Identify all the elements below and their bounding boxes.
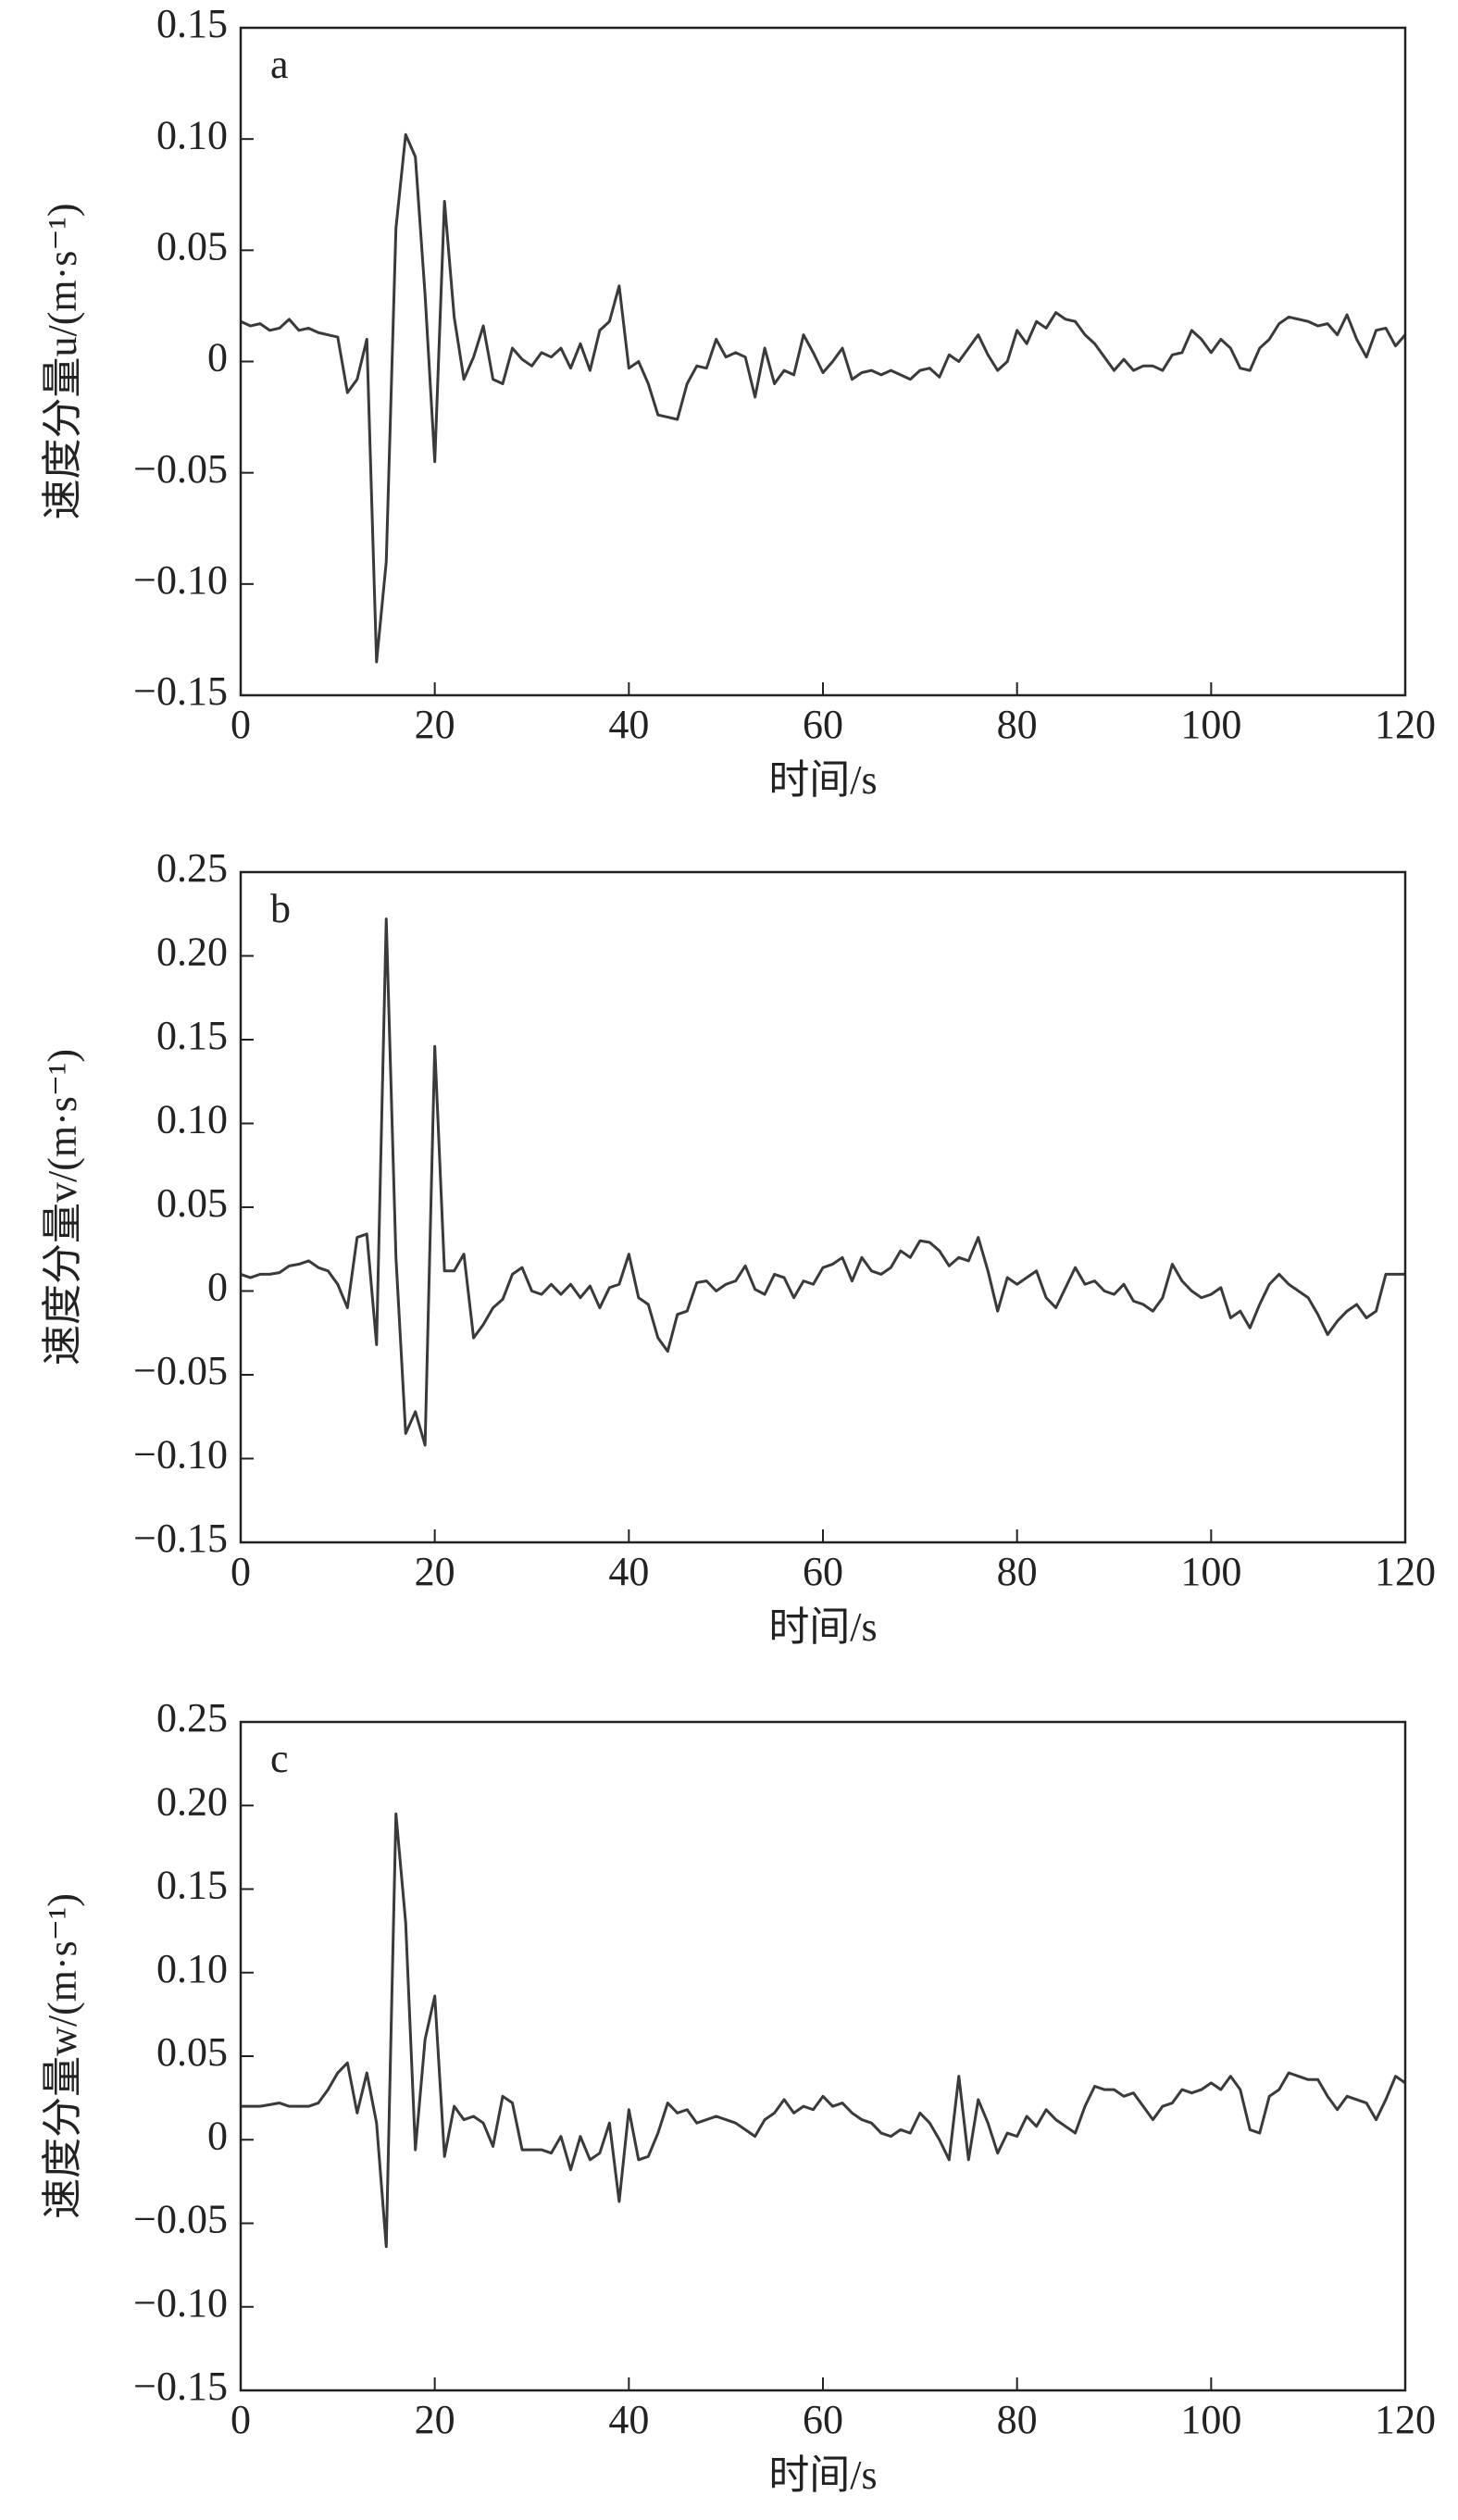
x-tick-label: 100 [1180, 2397, 1241, 2442]
y-tick-label: −0.15 [133, 2364, 228, 2409]
x-tick-label: 60 [803, 702, 843, 747]
data-line [240, 917, 1405, 1447]
y-tick-label: 0.15 [156, 1, 228, 46]
y-axis-label: 速度分量v/(m·s⁻¹) [40, 1049, 85, 1366]
y-tick-label: −0.05 [133, 2197, 228, 2242]
plot-frame [239, 870, 1407, 1544]
x-tick-label: 0 [231, 2397, 251, 2442]
x-tick-label: 40 [608, 2397, 649, 2442]
x-tick-label: 80 [997, 2397, 1038, 2442]
y-tick-label: 0 [207, 1265, 228, 1310]
y-tick-label: 0.05 [156, 1180, 228, 1226]
y-tick-label: 0.05 [156, 2029, 228, 2075]
x-tick-label: 20 [415, 2397, 455, 2442]
x-tick-label: 60 [803, 2397, 843, 2442]
x-tick-label: 60 [803, 1549, 843, 1594]
panel-label: b [270, 886, 291, 931]
x-tick-label: 20 [415, 702, 455, 747]
x-axis-label: 时间/s [768, 2452, 877, 2498]
data-line [241, 1812, 1406, 2249]
y-tick-label: −0.10 [133, 557, 228, 603]
x-tick-label: 80 [997, 1549, 1038, 1594]
y-tick-label: 0 [207, 2113, 228, 2158]
x-tick-label: 0 [231, 1549, 251, 1594]
x-tick-label: 100 [1180, 702, 1241, 747]
x-axis-label: 时间/s [768, 1604, 877, 1650]
x-tick-label: 0 [231, 702, 251, 747]
plot-frame [239, 1720, 1407, 2392]
y-tick-label: 0.10 [156, 1946, 228, 1991]
plot-frame [239, 26, 1407, 697]
y-tick-label: 0.05 [156, 223, 228, 268]
y-tick-label: 0.10 [156, 1097, 228, 1142]
x-tick-label: 80 [997, 702, 1038, 747]
x-tick-label: 40 [608, 1549, 649, 1594]
y-tick-label: −0.10 [133, 2280, 228, 2326]
y-tick-label: 0.15 [156, 1863, 228, 1908]
y-axis-label: 速度分量u/(m·s⁻¹) [40, 204, 85, 520]
y-tick-label: −0.15 [133, 668, 228, 714]
panel-label: a [270, 42, 289, 87]
x-tick-label: 120 [1375, 1549, 1436, 1594]
x-tick-label: 120 [1375, 2397, 1436, 2442]
y-tick-label: 0.15 [156, 1013, 228, 1058]
y-tick-label: −0.15 [133, 1516, 228, 1561]
panel-label: c [270, 1736, 289, 1781]
x-tick-label: 20 [415, 1549, 455, 1594]
y-tick-label: 0.25 [156, 845, 228, 891]
y-tick-label: 0.10 [156, 112, 228, 157]
x-tick-label: 120 [1375, 702, 1436, 747]
y-tick-label: 0.25 [156, 1695, 228, 1740]
x-tick-label: 100 [1180, 1549, 1241, 1594]
x-tick-label: 40 [608, 702, 649, 747]
y-tick-label: −0.05 [133, 1348, 228, 1393]
data-line [240, 132, 1407, 664]
y-tick-label: −0.10 [133, 1432, 228, 1478]
y-tick-label: 0 [207, 335, 228, 380]
y-tick-label: 0.20 [156, 929, 228, 975]
y-tick-label: 0.20 [156, 1778, 228, 1824]
x-axis-label: 时间/s [768, 757, 877, 803]
y-axis-label: 速度分量w/(m·s⁻¹) [40, 1893, 85, 2219]
y-tick-label: −0.05 [133, 446, 228, 492]
